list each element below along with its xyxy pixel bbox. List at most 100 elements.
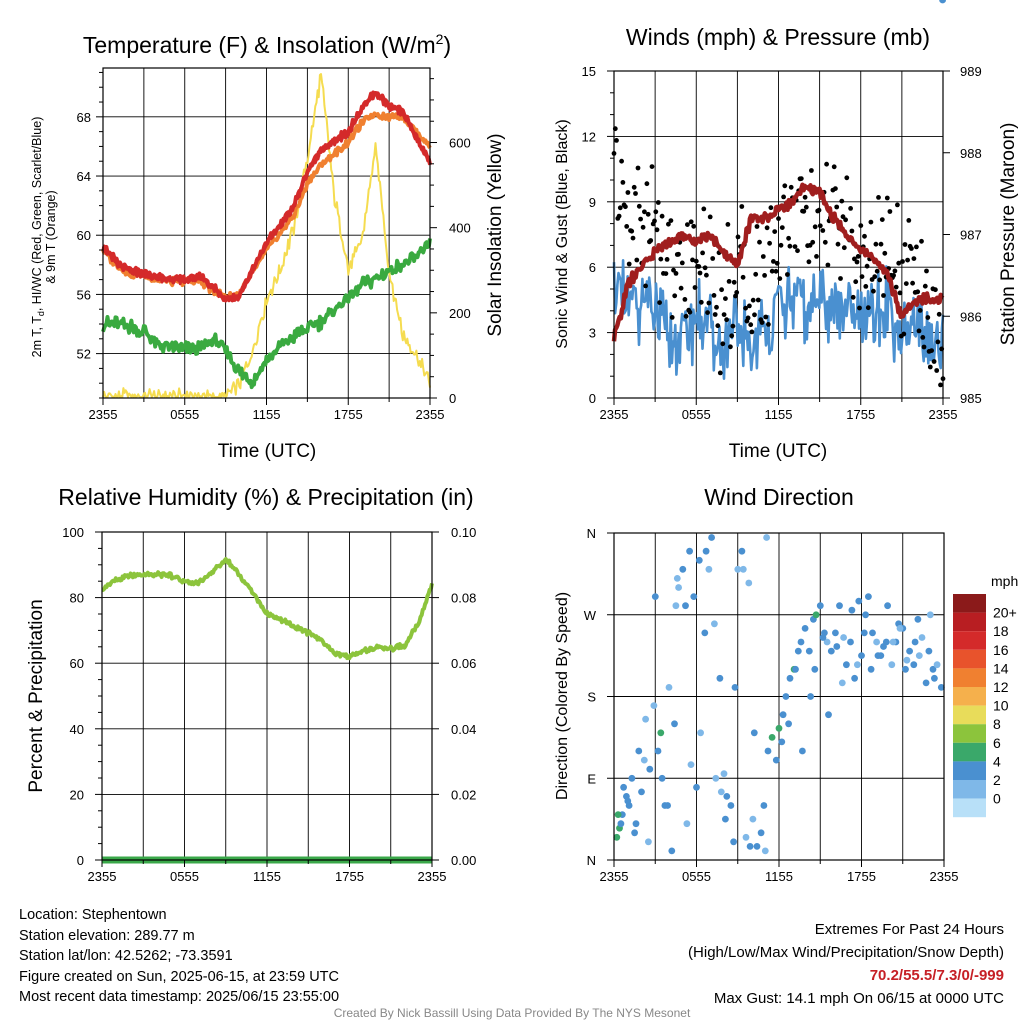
dir-ytick-label: N — [587, 853, 596, 868]
dir-xtick-label: 2355 — [930, 869, 959, 884]
direction-point — [847, 638, 854, 646]
direction-point — [906, 647, 913, 655]
wind-gust-point — [764, 225, 770, 231]
wind-gust-point — [876, 195, 881, 200]
speed-legend-label: 20+ — [993, 605, 1017, 621]
wind-ytick-label: 12 — [582, 129, 596, 144]
direction-point — [865, 593, 872, 600]
direction-point — [939, 0, 946, 4]
direction-point — [675, 584, 682, 591]
wind-gust-point — [872, 274, 878, 280]
wind-gust-point — [824, 161, 829, 167]
direction-point — [646, 765, 654, 773]
wind-gust-point — [905, 257, 910, 263]
temp-series-2mt — [101, 90, 432, 303]
direction-point — [682, 602, 689, 610]
speed-legend-label: 18 — [993, 623, 1009, 639]
max-gust: Max Gust: 14.1 mph On 06/15 at 0000 UTC — [713, 990, 1004, 1007]
humidity-grid — [102, 531, 432, 861]
direction-point — [664, 802, 671, 809]
wind-gust-point — [882, 250, 888, 256]
wind-gust-point — [644, 181, 650, 187]
speed-legend-label: 2 — [993, 772, 1001, 788]
rh-xtick-label: 2355 — [418, 869, 447, 884]
direction-point — [711, 620, 718, 628]
wind-gust-point — [855, 254, 861, 259]
direction-point — [679, 565, 687, 573]
station-latlon: Station lat/lon: 42.5262; -73.3591 — [19, 948, 233, 964]
extremes-title: Extremes For Past 24 Hours — [814, 921, 1004, 938]
wind-gust-point — [843, 217, 848, 223]
wind-gust-point — [891, 273, 896, 278]
direction-point — [620, 783, 627, 791]
direction-point — [848, 606, 856, 614]
wind-gust-point — [636, 203, 642, 209]
wind-xtick-label: 0555 — [682, 407, 711, 422]
speed-legend-label: 0 — [993, 791, 1001, 807]
direction-point — [937, 684, 945, 691]
humidity-ticks: 0 20 40 60 80 100 0.00 0.02 0.04 0.06 0.08 0.10 2355… — [62, 525, 476, 884]
wind-gust-point — [757, 239, 762, 245]
wind-gust-point — [707, 214, 713, 220]
wind-gust-point — [914, 244, 919, 250]
direction-point — [873, 638, 880, 646]
direction-point — [785, 720, 792, 728]
direction-point — [827, 647, 835, 655]
wind-gust-point — [759, 320, 765, 325]
wind-gust-point — [710, 256, 716, 261]
wind-gust-point — [633, 191, 638, 196]
wind-gust-point — [688, 219, 694, 225]
wind-gust-point — [839, 198, 845, 204]
wind-gust-point — [753, 271, 759, 277]
extremes-values: 70.2/55.5/7.3/0/-999 — [869, 967, 1004, 984]
wind-gust-point — [777, 276, 783, 281]
wind-gust-point — [924, 268, 929, 274]
direction-point — [683, 820, 691, 828]
wind-gust-point — [619, 158, 624, 164]
direction-point — [672, 602, 680, 610]
direction-point — [888, 661, 896, 669]
direction-point — [779, 711, 787, 719]
direction-point — [717, 788, 725, 796]
wind-ytick-label: 9 — [589, 195, 596, 210]
wind-gust-point — [915, 289, 921, 295]
speed-legend-swatch — [953, 649, 986, 669]
direction-point — [775, 724, 783, 732]
temp-xtick-label: 2355 — [89, 407, 118, 422]
wind-gust-point — [685, 222, 690, 228]
wind-gust-point — [690, 257, 695, 263]
rh-ytick-right-label: 0.10 — [451, 525, 476, 540]
wind-gust-point — [817, 223, 823, 229]
rh-xtick-label: 0555 — [170, 869, 199, 884]
direction-point — [922, 679, 930, 687]
wind-gust-point — [630, 235, 636, 241]
wind-gust-point — [893, 284, 899, 290]
direction-point — [739, 565, 747, 573]
rh-ytick-label: 0 — [77, 853, 84, 868]
wind-gust-point — [679, 260, 685, 266]
wind-gust-point — [862, 233, 867, 239]
wind-gust-point — [763, 314, 769, 320]
rh-ytick-label: 100 — [62, 525, 84, 540]
wind-gust-point — [895, 202, 900, 208]
direction-point — [746, 843, 754, 850]
direction-point — [869, 629, 876, 637]
wind-gust-point — [629, 228, 635, 234]
wind-xtick-label: 1755 — [846, 407, 875, 422]
direction-point — [914, 615, 922, 623]
wind-gust-point — [682, 297, 688, 302]
speed-legend-label: 8 — [993, 716, 1001, 732]
temp-ytick-label: 56 — [77, 287, 91, 302]
wind-gust-point — [664, 257, 670, 262]
wind-gust-point — [874, 268, 880, 274]
wind-gust-point — [802, 194, 808, 200]
direction-point — [782, 693, 790, 700]
wind-gust-point — [935, 339, 941, 345]
wind-gust-point — [678, 285, 684, 291]
wind-gust-point — [620, 180, 626, 185]
wind-gust-point — [616, 213, 622, 219]
dir-xtick-label: 1755 — [847, 869, 876, 884]
wind-ytick-label: 6 — [589, 260, 596, 275]
direction-point — [624, 797, 632, 805]
wind-gust-point — [809, 168, 814, 173]
